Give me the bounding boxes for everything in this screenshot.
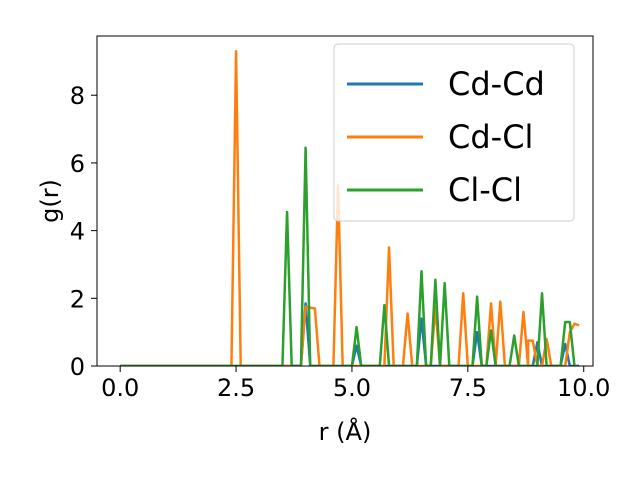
legend-frame [333,43,575,222]
x-axis: 0.0 2.5 5.0 7.5 10.0 [101,366,610,402]
y-tick-label: 8 [70,82,85,110]
y-tick-label: 4 [70,218,85,246]
x-axis-label: r (Å) [319,417,372,446]
y-tick-label: 2 [70,285,85,313]
x-tick-label: 5.0 [333,374,371,402]
y-axis: 0 2 4 6 8 [70,82,97,381]
x-tick-label: 0.0 [101,374,139,402]
y-tick-label: 6 [70,150,85,178]
x-tick-label: 10.0 [557,374,610,402]
plot-area [96,35,594,367]
legend-label-cd-cl: Cd-Cl [448,118,533,156]
y-tick-label: 0 [70,353,85,381]
series-line-cd-cl [120,49,580,366]
legend: Cd-Cd Cd-Cl Cl-Cl [333,43,575,222]
x-tick-label: 7.5 [449,374,487,402]
y-axis-label: g(r) [36,179,64,223]
plot-frame [96,35,594,367]
legend-label-cd-cd: Cd-Cd [448,65,545,103]
legend-label-cl-cl: Cl-Cl [448,171,522,209]
series-layer [120,49,580,366]
x-tick-label: 2.5 [217,374,255,402]
